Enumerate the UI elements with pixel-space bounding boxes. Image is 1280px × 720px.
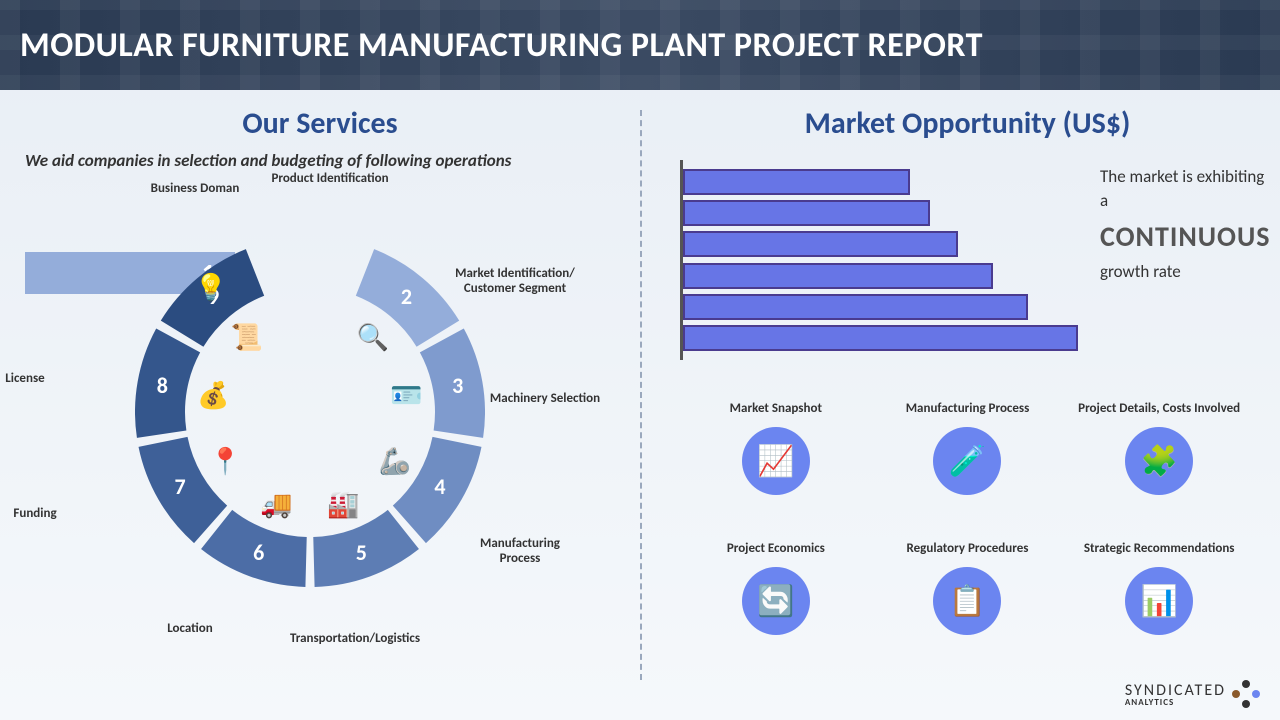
- wheel-label-1: Business Doman: [135, 182, 255, 197]
- wheel-icon-8: 💰: [195, 377, 231, 413]
- content: Our Services We aid companies in selecti…: [0, 90, 1280, 720]
- wheel-number-4: 4: [434, 473, 445, 500]
- wheel-label-5: Manufacturing Process: [460, 537, 580, 567]
- chart-area: The market is exhibiting a CONTINUOUS gr…: [680, 160, 1255, 360]
- wheel-label-7: Location: [130, 622, 250, 637]
- services-panel: Our Services We aid companies in selecti…: [0, 90, 640, 720]
- report-cell-2: Project Details, Costs Involved 🧩: [1073, 385, 1245, 495]
- bar-2: [683, 231, 958, 257]
- report-cell-label: Regulatory Procedures: [882, 525, 1054, 557]
- wheel-number-7: 7: [175, 473, 186, 500]
- wheel-icon-6: 🚚: [258, 486, 294, 522]
- report-cell-4: Regulatory Procedures 📋: [882, 525, 1054, 635]
- wheel-icon-3: 🪪: [389, 377, 425, 413]
- wheel-number-6: 6: [253, 539, 264, 566]
- report-cell-3: Project Economics 🔄: [690, 525, 862, 635]
- report-cell-label: Project Economics: [690, 525, 862, 557]
- report-cell-label: Project Details, Costs Involved: [1073, 385, 1245, 417]
- wheel-icon-5: 🏭: [326, 486, 362, 522]
- market-title: Market Opportunity (US$): [680, 105, 1255, 142]
- wheel-icon-4: 🦾: [377, 443, 413, 479]
- logo-dot: [1232, 690, 1240, 698]
- wheel-label-3: Market Identification/ Customer Segment: [455, 267, 575, 297]
- services-title: Our Services: [25, 105, 615, 142]
- growth-text: The market is exhibiting a CONTINUOUS gr…: [1100, 160, 1271, 360]
- report-cell-icon: 🔄: [742, 567, 810, 635]
- bar-chart: [680, 160, 1075, 360]
- growth-highlight: CONTINUOUS: [1100, 217, 1271, 256]
- logo-dot: [1242, 680, 1250, 688]
- wheel-label-6: Transportation/Logistics: [290, 632, 410, 647]
- wheel-number-5: 5: [356, 539, 367, 566]
- wheel-icon-1: 💡: [193, 269, 229, 305]
- bar-3: [683, 263, 993, 289]
- wheel-label-8: Funding: [0, 507, 95, 522]
- wheel-label-9: License: [0, 372, 85, 387]
- bar-4: [683, 294, 1028, 320]
- report-cell-icon: 🧪: [933, 427, 1001, 495]
- wheel-svg: 23456789: [135, 237, 485, 587]
- report-cell-label: Strategic Recommendations: [1073, 525, 1245, 557]
- report-cell-icon: 📈: [742, 427, 810, 495]
- market-panel: Market Opportunity (US$) The market is e…: [640, 90, 1280, 720]
- bar-0: [683, 169, 910, 195]
- wheel-label-4: Machinery Selection: [485, 392, 605, 407]
- report-cell-label: Manufacturing Process: [882, 385, 1054, 417]
- wheel: 23456789: [135, 237, 485, 587]
- report-sections-grid: Market Snapshot 📈 Manufacturing Process 🧪 Pr…: [680, 385, 1255, 635]
- header-banner: MODULAR FURNITURE MANUFACTURING PLANT PR…: [0, 0, 1280, 90]
- logo-dot: [1252, 690, 1260, 698]
- bar-1: [683, 200, 930, 226]
- report-cell-icon: 📊: [1125, 567, 1193, 635]
- growth-prefix: The market is exhibiting a: [1100, 166, 1264, 211]
- report-cell-icon: 🧩: [1125, 427, 1193, 495]
- wheel-number-3: 3: [452, 372, 463, 399]
- wheel-label-2: Product Identification: [270, 172, 390, 187]
- logo-dots-icon: [1232, 680, 1260, 708]
- report-cell-label: Market Snapshot: [690, 385, 862, 417]
- wheel-icon-2: 🔍: [355, 319, 391, 355]
- page-title: MODULAR FURNITURE MANUFACTURING PLANT PR…: [20, 25, 983, 66]
- wheel-number-8: 8: [157, 372, 168, 399]
- report-cell-5: Strategic Recommendations 📊: [1073, 525, 1245, 635]
- report-cell-icon: 📋: [933, 567, 1001, 635]
- logo-dot: [1242, 700, 1250, 708]
- growth-suffix: growth rate: [1100, 261, 1181, 282]
- wheel-container: 1 23456789 🔍Product Identification🪪Marke…: [25, 177, 615, 657]
- report-cell-1: Manufacturing Process 🧪: [882, 385, 1054, 495]
- wheel-number-2: 2: [401, 283, 412, 310]
- services-subtitle: We aid companies in selection and budget…: [25, 150, 615, 172]
- report-cell-0: Market Snapshot 📈: [690, 385, 862, 495]
- wheel-icon-7: 📍: [207, 443, 243, 479]
- bar-5: [683, 325, 1078, 351]
- brand-logo: SYNDICATED ANALYTICS: [1125, 680, 1260, 708]
- wheel-icon-9: 📜: [229, 319, 265, 355]
